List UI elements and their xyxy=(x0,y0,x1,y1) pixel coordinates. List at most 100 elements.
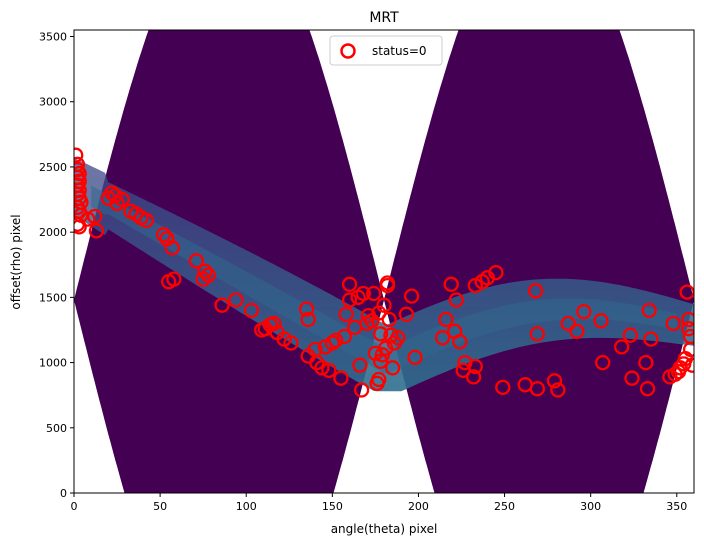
scatter-point-33 xyxy=(188,253,204,269)
scatter-point-57 xyxy=(333,370,349,386)
scatter-point-94 xyxy=(448,292,464,308)
scatter-point-47 xyxy=(298,301,315,317)
y-axis-label: offset(rho) pixel xyxy=(9,214,23,309)
scatter-point-84 xyxy=(384,360,401,376)
scatter-series-status-0 xyxy=(74,147,694,398)
scatter-point-78 xyxy=(376,297,392,313)
x-tick-label-1: 50 xyxy=(153,500,167,513)
scatter-point-124 xyxy=(665,315,681,332)
scatter-point-89 xyxy=(407,349,423,366)
scatter-point-70 xyxy=(366,285,382,302)
x-tick-label-7: 350 xyxy=(666,500,687,513)
scatter-point-91 xyxy=(438,311,454,328)
scatter-point-43 xyxy=(266,315,282,332)
scatter-point-73 xyxy=(371,371,387,388)
scatter-point-106 xyxy=(527,283,544,299)
x-tick-label-0: 0 xyxy=(71,500,78,513)
scatter-point-134 xyxy=(682,341,694,358)
legend-label: status=0 xyxy=(372,44,427,58)
scatter-point-90 xyxy=(434,330,451,346)
heatmap-band xyxy=(74,157,694,392)
x-tick-label-3: 150 xyxy=(322,500,343,513)
scatter-point-110 xyxy=(550,382,566,398)
scatter-point-114 xyxy=(593,313,609,329)
legend-marker xyxy=(340,43,356,59)
scatter-point-121 xyxy=(641,302,657,319)
y-tick-label-0: 0 xyxy=(60,487,67,500)
x-axis-label: angle(theta) pixel xyxy=(331,522,438,536)
scatter-point-16 xyxy=(80,211,96,227)
scatter-point-76 xyxy=(372,353,389,369)
scatter-point-27 xyxy=(138,212,154,229)
y-tick-label-2: 1000 xyxy=(39,357,67,370)
y-tick-label-3: 1500 xyxy=(39,291,67,304)
scatter-point-66 xyxy=(355,285,371,302)
scatter-point-28 xyxy=(155,227,172,243)
scatter-point-36 xyxy=(195,271,211,287)
y-tick-label-7: 3500 xyxy=(39,31,67,44)
x-axis-ticks: 0 50 100 150 200 250 300 350 xyxy=(71,493,687,513)
scatter-point-95 xyxy=(452,334,468,350)
scatter-point-98 xyxy=(465,369,482,385)
scatter-point-88 xyxy=(403,288,420,304)
y-tick-label-5: 2500 xyxy=(39,161,67,174)
y-tick-label-4: 2000 xyxy=(39,226,67,239)
scatter-point-115 xyxy=(595,354,611,371)
scatter-point-120 xyxy=(639,381,656,397)
scatter-point-60 xyxy=(341,276,358,292)
scatter-point-64 xyxy=(352,357,368,373)
scatter-point-46 xyxy=(283,335,299,351)
scatter-point-122 xyxy=(643,331,659,347)
scatter-point-104 xyxy=(495,379,511,396)
heatmap-image xyxy=(74,30,694,493)
x-tick-label-2: 100 xyxy=(236,500,257,513)
scatter-point-39 xyxy=(243,302,260,319)
y-axis-ticks: 0 500 1000 1500 2000 2500 3000 3500 xyxy=(39,31,74,500)
scatter-point-61 xyxy=(341,292,358,308)
scatter-point-81 xyxy=(379,277,396,294)
scatter-point-51 xyxy=(309,354,325,371)
scatter-point-113 xyxy=(576,304,592,320)
scatter-point-119 xyxy=(638,354,654,371)
scatter-point-83 xyxy=(383,327,399,343)
scatter-point-59 xyxy=(338,306,354,322)
scatter-point-131 xyxy=(681,311,694,328)
scatter-point-109 xyxy=(546,373,563,389)
scatter-point-54 xyxy=(321,362,337,379)
scatter-point-112 xyxy=(569,323,585,339)
y-tick-label-1: 500 xyxy=(46,422,67,435)
scatter-point-55 xyxy=(324,335,340,351)
scatter-point-0 xyxy=(74,147,84,163)
scatter-point-58 xyxy=(336,328,353,345)
scatter-point-75 xyxy=(372,326,389,342)
scatter-point-37 xyxy=(214,297,230,313)
scatter-point-87 xyxy=(398,306,415,322)
heatmap-domain xyxy=(74,30,694,493)
scatter-point-118 xyxy=(624,370,640,386)
x-tick-label-5: 250 xyxy=(494,500,515,513)
scatter-point-111 xyxy=(560,315,576,332)
scatter-point-117 xyxy=(622,327,638,343)
legend: status=0 xyxy=(329,35,443,66)
scatter-point-38 xyxy=(228,292,244,308)
scatter-point-15 xyxy=(74,219,87,235)
legend-box xyxy=(329,35,443,66)
scatter-point-92 xyxy=(443,276,459,292)
scatter-point-99 xyxy=(467,358,483,375)
scatter-point-135 xyxy=(684,357,694,373)
scatter-point-23 xyxy=(114,191,130,208)
scatter-point-32 xyxy=(166,271,182,287)
scatter-point-18 xyxy=(88,223,105,239)
x-tick-label-4: 200 xyxy=(408,500,429,513)
scatter-point-65 xyxy=(353,382,370,398)
scatter-point-107 xyxy=(529,326,545,342)
scatter-point-108 xyxy=(529,381,545,397)
scatter-point-48 xyxy=(300,311,316,328)
scatter-point-56 xyxy=(328,332,344,349)
scatter-point-30 xyxy=(164,240,180,256)
scatter-point-17 xyxy=(87,208,103,225)
scatter-point-52 xyxy=(314,360,330,376)
chart-title: MRT xyxy=(369,10,399,26)
scatter-point-103 xyxy=(488,264,504,281)
